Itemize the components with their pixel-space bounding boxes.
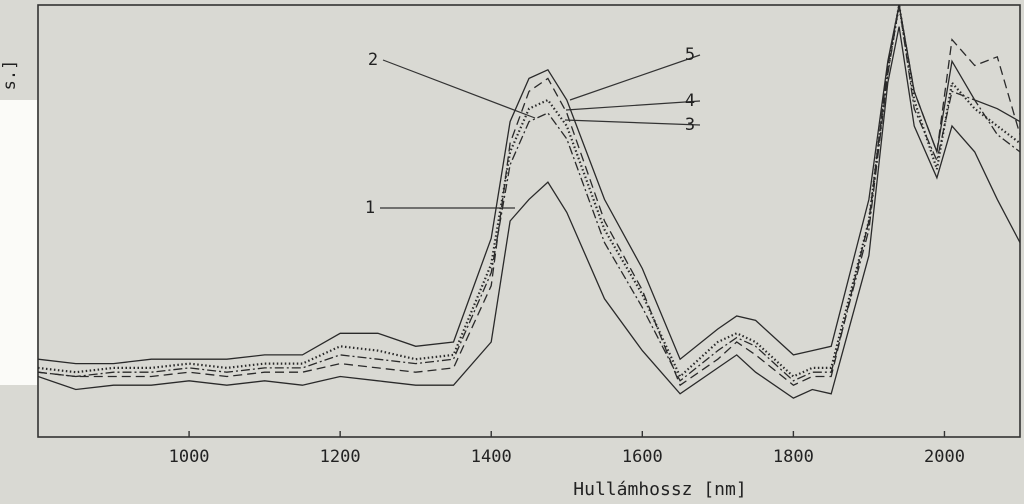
leader-line [569,54,701,101]
x-tick-label: 2000 [924,447,965,467]
x-tick-label: 1400 [471,447,512,467]
x-tick-label: 1000 [169,447,210,467]
plot-frame [37,4,1021,438]
x-tick-label: 1800 [773,447,814,467]
leader-line [565,100,701,111]
leader-line [382,59,536,119]
x-tick-label: 1600 [622,447,663,467]
y-axis-label: s.] [0,60,20,91]
leader-line [564,119,701,126]
series-label: 2 [368,50,378,70]
series-label: 1 [365,198,375,218]
series-label: 3 [685,115,695,135]
spectrum-line [38,5,1020,382]
spectrum-line [38,26,1020,399]
x-axis-label: Hullámhossz [nm] [573,479,746,500]
series-label: 5 [685,45,695,65]
spectrum-line [38,5,1020,379]
paper-edge [0,100,37,385]
spectrum-line [38,5,1020,365]
x-tick-label: 1200 [320,447,361,467]
series-label: 4 [685,91,695,111]
